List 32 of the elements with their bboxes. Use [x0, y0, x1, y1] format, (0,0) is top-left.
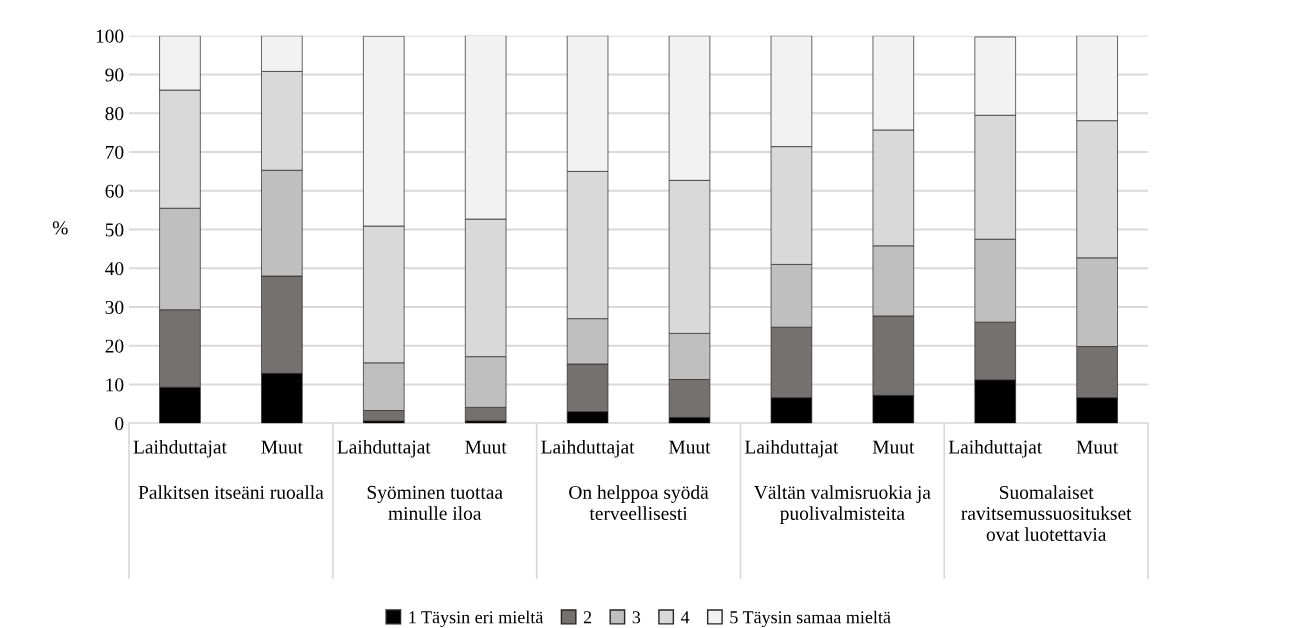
x-tick-label: Laihduttajat [337, 439, 431, 458]
text: Suomalaiset ravitsemussuositukset ovat luotettavia [961, 485, 1132, 541]
y-tick-label: 10 [106, 378, 124, 392]
text: Syöminen tuottaa minulle iloa [367, 485, 503, 520]
text: On helppoa syödä terveellisesti [569, 485, 709, 521]
text: Vältän valmisruokia ja puolivalmisteita [754, 485, 931, 524]
legend-label: 4 [680, 611, 690, 624]
legend-label: 1 Täysin eri mieltä [409, 610, 544, 628]
x-tick-label: Muut [1076, 440, 1119, 454]
x-tick-label: Laihduttajat [133, 439, 227, 458]
y-tick-label: 70 [105, 145, 124, 159]
legend-label: 3 [632, 611, 641, 624]
y-tick-label: 60 [105, 184, 124, 198]
y-tick-label: 0 [115, 417, 124, 431]
legend-label: 5 Täysin samaa mieltä [730, 610, 891, 628]
x-tick-label: Laihduttajat [948, 439, 1043, 458]
y-tick-label: 80 [105, 107, 124, 121]
y-tick-label: 90 [105, 68, 124, 82]
text: Palkitsen itseäni ruoalla [138, 485, 324, 499]
legend-label: 2 [583, 611, 592, 624]
x-tick-label: Laihduttajat [541, 439, 635, 458]
y-axis-title: % [52, 221, 68, 235]
x-tick-label: Muut [872, 440, 915, 454]
y-tick-label: 50 [105, 223, 124, 237]
x-tick-label: Muut [669, 440, 711, 454]
y-tick-label: 20 [105, 339, 124, 353]
x-tick-label: Laihduttajat [745, 439, 839, 458]
x-tick-label: Muut [261, 440, 303, 454]
x-tick-label: Muut [465, 440, 507, 454]
y-tick-label: 30 [105, 300, 124, 314]
y-tick-label: 40 [105, 262, 124, 276]
y-tick-label: 100 [96, 29, 124, 43]
